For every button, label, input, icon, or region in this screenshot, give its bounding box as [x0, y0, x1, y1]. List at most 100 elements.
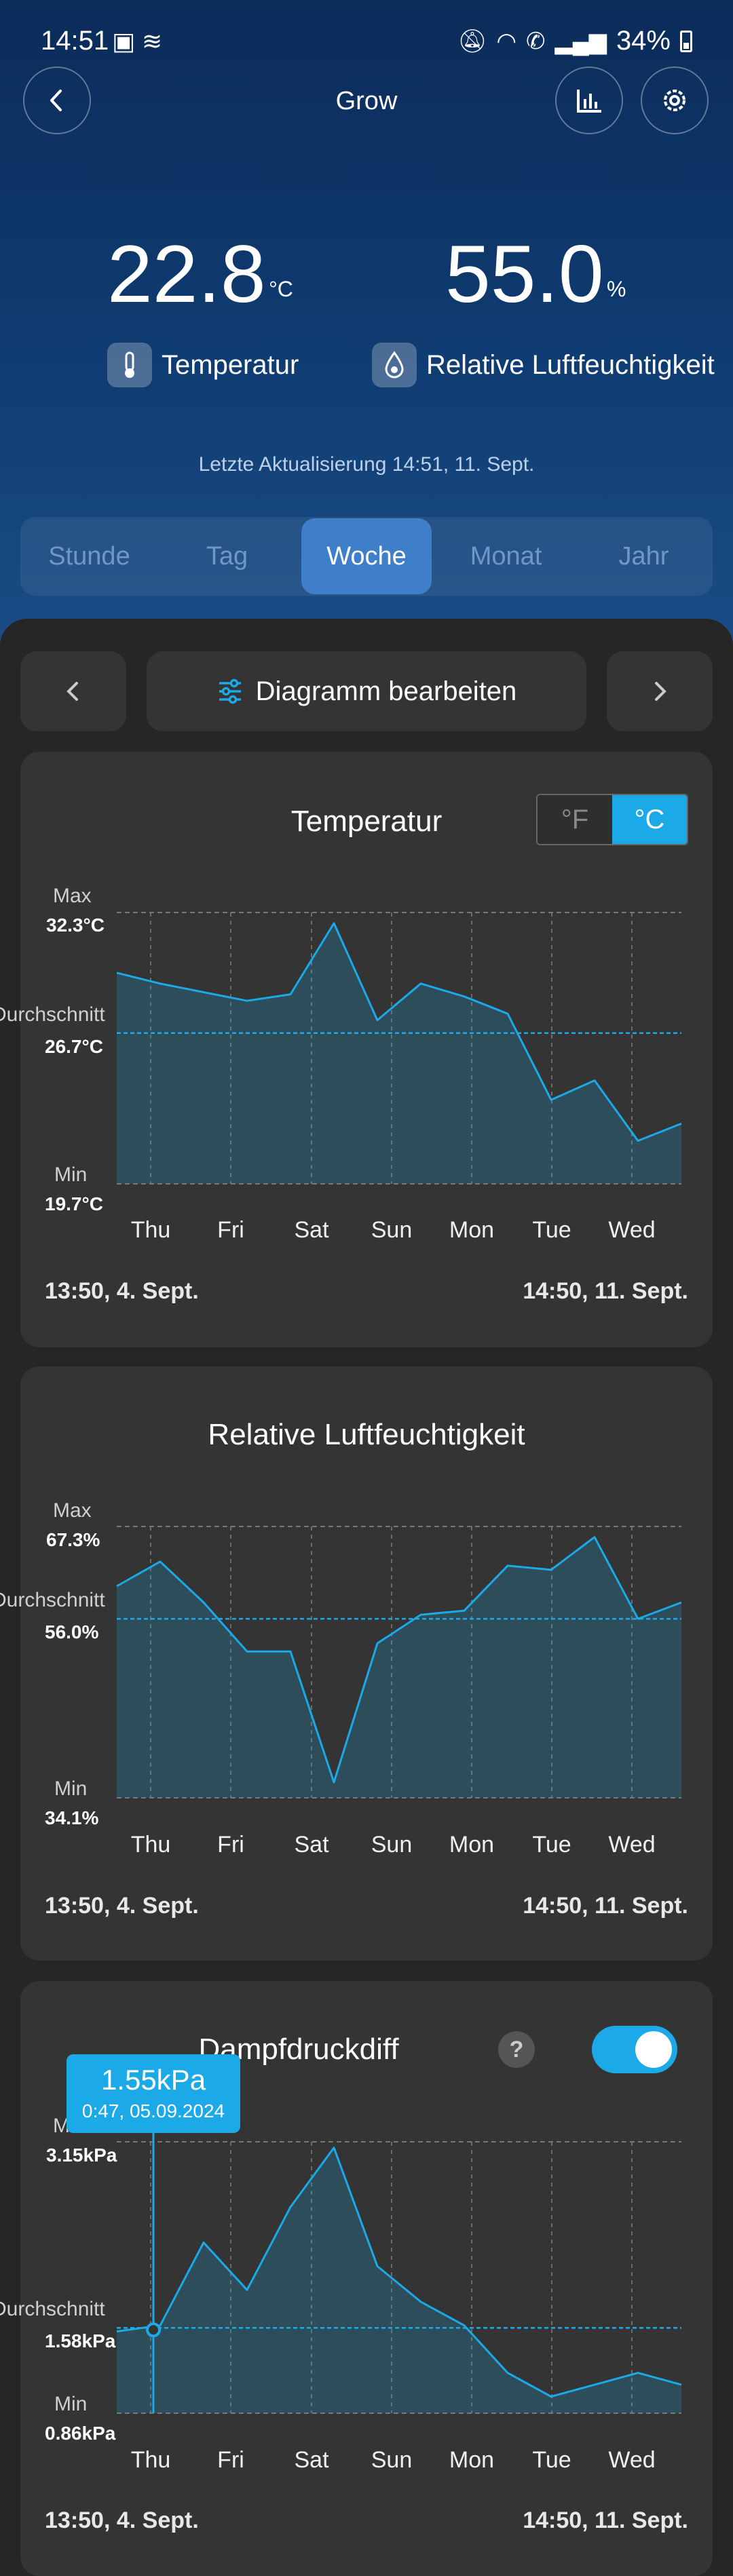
x-tick-label: Mon [449, 1832, 495, 1858]
x-tick-label: Wed [608, 1217, 656, 1243]
range-end: 14:50, 11. Sept. [523, 1893, 688, 1919]
settings-button[interactable] [641, 66, 709, 134]
series-line [116, 1536, 682, 1784]
wifi-icon: ◠ [496, 28, 517, 54]
min-value: 19.7°C [45, 1193, 103, 1214]
max-label: Max [53, 1499, 92, 1522]
next-period-button[interactable] [607, 651, 713, 731]
battery-icon [680, 30, 692, 52]
chevron-left-icon [50, 90, 62, 111]
x-tick-label: Fri [217, 1832, 244, 1858]
cursor-point [146, 2322, 161, 2338]
tab-tag[interactable]: Tag [206, 542, 248, 571]
x-tick-label: Sun [371, 1217, 413, 1243]
time-range-tabs: Stunde Tag Woche Monat Jahr [20, 517, 713, 596]
bar-chart-icon [577, 90, 601, 113]
x-tick-label: Thu [130, 2447, 171, 2473]
fahrenheit-option[interactable]: °F [538, 795, 612, 844]
max-label: Max [53, 885, 92, 907]
series-area [117, 1537, 681, 1798]
page-title: Grow [335, 87, 398, 115]
vpd-tooltip: 1.55kPa 0:47, 05.09.2024 [67, 2054, 240, 2133]
series-area [117, 923, 681, 1184]
range-start: 13:50, 4. Sept. [45, 1278, 199, 1304]
celsius-option[interactable]: °C [612, 795, 687, 844]
back-button[interactable] [23, 66, 91, 134]
temperature-value: 22.8 [107, 229, 266, 320]
range-end: 14:50, 11. Sept. [523, 1278, 688, 1304]
x-tick-label: Fri [217, 1217, 244, 1243]
notification-icons: ▣ ≋ [112, 27, 163, 55]
x-tick-label: Tue [532, 2447, 571, 2473]
signal-icon: ▂▄▆ [555, 28, 607, 54]
x-tick-label: Fri [217, 2447, 244, 2473]
range-start: 13:50, 4. Sept. [45, 1893, 199, 1919]
max-value: 32.3°C [46, 915, 105, 936]
chart-plot[interactable] [116, 912, 709, 1191]
range-end: 14:50, 11. Sept. [523, 2507, 688, 2533]
min-value: 34.1% [45, 1807, 99, 1828]
x-tick-label: Wed [608, 2447, 656, 2473]
average-value: 26.7°C [45, 1035, 103, 1057]
chart-plot[interactable] [116, 2121, 709, 2420]
min-value: 0.86kPa [45, 2423, 116, 2444]
average-label: Durchschnitt [0, 1589, 105, 1612]
x-tick-label: Mon [449, 1217, 495, 1243]
humidity-value: 55.0 [445, 229, 604, 320]
min-label: Min [54, 1164, 88, 1186]
x-tick-label: Sun [371, 2447, 413, 2473]
x-tick-label: Wed [608, 1832, 656, 1858]
temperature-unit: °C [269, 277, 293, 301]
average-label: Durchschnitt [0, 2298, 105, 2321]
mute-icon: 🔕︎ [457, 28, 487, 54]
temperature-chart-card: Temperatur °F °C [20, 752, 713, 1347]
max-value: 67.3% [46, 1529, 100, 1550]
sliders-icon [219, 678, 241, 704]
x-tick-label: Tue [532, 1832, 571, 1858]
status-right: 🔕︎ ◠ ✆ ▂▄▆ 34% [457, 26, 692, 56]
x-tick-label: Sun [371, 1832, 413, 1858]
x-tick-label: Thu [130, 1217, 171, 1243]
x-tick-label: Mon [449, 2447, 495, 2473]
status-time: 14:51 [41, 26, 109, 56]
previous-period-button[interactable] [20, 651, 126, 731]
humidity-unit: % [607, 277, 626, 301]
x-tick-label: Tue [532, 1217, 571, 1243]
chevron-right-icon [655, 682, 666, 701]
switch-knob [635, 2031, 672, 2068]
vpd-toggle-switch[interactable] [592, 2026, 677, 2073]
tooltip-value: 1.55kPa [100, 2064, 206, 2096]
min-label: Min [54, 1777, 88, 1800]
temperature-label: Temperatur [107, 343, 299, 387]
series-line [116, 922, 682, 1142]
battery-percent: 34% [616, 26, 671, 56]
range-start: 13:50, 4. Sept. [45, 2507, 199, 2533]
statistics-button[interactable] [555, 66, 623, 134]
chart-title: Relative Luftfeuchtigkeit [208, 1418, 525, 1451]
x-tick-label: Thu [130, 1832, 171, 1858]
tab-monat[interactable]: Monat [470, 542, 542, 571]
edit-chart-button[interactable]: Diagramm bearbeiten [147, 651, 586, 731]
wifi-call-icon: ✆ [526, 28, 546, 54]
x-tick-label: Sat [294, 1217, 329, 1243]
tab-stunde[interactable]: Stunde [48, 542, 130, 571]
average-value: 56.0% [45, 1621, 99, 1643]
average-value: 1.58kPa [45, 2330, 116, 2352]
x-tick-label: Sat [294, 1832, 329, 1858]
humidity-chart-card: Relative Luftfeuchtigkeit [20, 1366, 713, 1961]
series-line [116, 2147, 682, 2398]
chevron-left-icon [67, 682, 78, 701]
tab-woche[interactable]: Woche [301, 518, 432, 594]
chart-plot[interactable] [116, 1526, 709, 1805]
droplet-icon [372, 343, 417, 387]
series-area [117, 2147, 681, 2413]
humidity-label: Relative Luftfeuchtigkeit [372, 343, 715, 387]
last-update-text: Letzte Aktualisierung 14:51, 11. Sept. [198, 453, 535, 476]
tab-jahr[interactable]: Jahr [618, 542, 669, 571]
help-icon[interactable]: ? [498, 2031, 535, 2068]
unit-toggle[interactable]: °F °C [536, 794, 688, 845]
x-tick-label: Sat [294, 2447, 329, 2473]
thermometer-icon [107, 343, 152, 387]
tooltip-time: 0:47, 05.09.2024 [81, 2100, 225, 2121]
chart-title: Temperatur [290, 805, 443, 838]
